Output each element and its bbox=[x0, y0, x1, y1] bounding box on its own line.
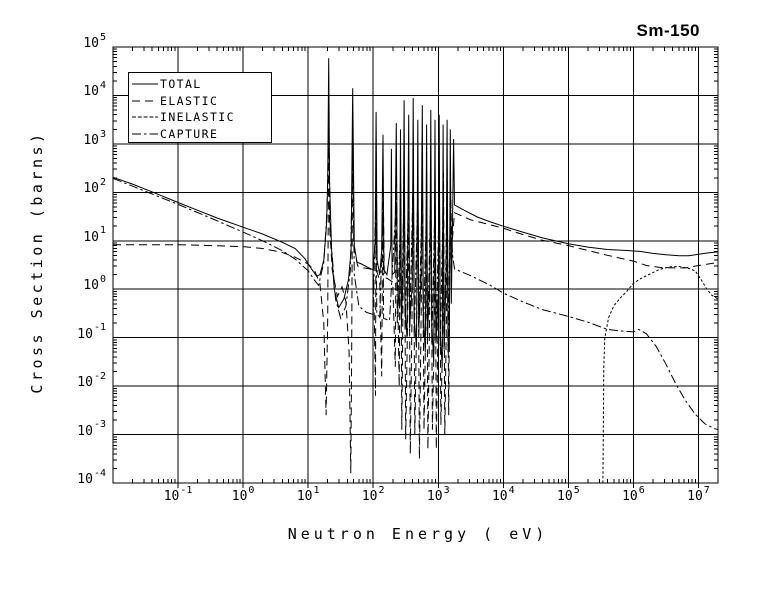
axis-ticks bbox=[113, 46, 718, 488]
y-tick-label-10e-3: 10-3 bbox=[77, 419, 106, 439]
y-tick-label-10e-4: 10-4 bbox=[77, 467, 106, 487]
x-tick-label-10e7: 107 bbox=[687, 484, 710, 504]
total-line-sample bbox=[132, 83, 158, 85]
y-axis-label: Cross Section (barns) bbox=[28, 130, 46, 394]
x-axis-label: Neutron Energy ( eV) bbox=[287, 525, 549, 543]
plot-border bbox=[112, 46, 719, 484]
x-tick-label-10e6: 106 bbox=[622, 484, 645, 504]
x-tick-label-10e3: 103 bbox=[426, 484, 450, 504]
inelastic-line-sample bbox=[132, 116, 158, 118]
x-tick-label-10e5: 105 bbox=[557, 484, 580, 504]
x-tick-label-10e1: 101 bbox=[296, 484, 320, 504]
legend-entry-total: TOTAL bbox=[129, 76, 271, 93]
y-tick-label-10e3: 103 bbox=[83, 128, 106, 148]
x-tick-label-10e0: 100 bbox=[231, 484, 255, 504]
legend-label-capture: CAPTURE bbox=[160, 126, 219, 141]
y-tick-label-10e0: 100 bbox=[83, 273, 106, 294]
total-curve bbox=[113, 58, 718, 367]
y-tick-label-10e1: 101 bbox=[83, 225, 106, 245]
elastic-line-sample bbox=[132, 100, 158, 102]
legend-entry-capture: CAPTURE bbox=[129, 126, 271, 143]
capture-curve bbox=[113, 126, 718, 431]
legend-label-elastic: ELASTIC bbox=[160, 93, 219, 108]
legend-label-inelastic: INELASTIC bbox=[160, 110, 235, 125]
chart-title: Sm-150 bbox=[636, 21, 700, 40]
legend: TOTAL ELASTIC INELASTIC CAPTURE bbox=[128, 72, 272, 143]
inelastic-curve bbox=[602, 265, 718, 483]
capture-line-sample bbox=[132, 133, 158, 135]
y-tick-label-10e-2: 10-2 bbox=[77, 370, 106, 391]
legend-entry-inelastic: INELASTIC bbox=[129, 109, 271, 126]
y-tick-label-10e5: 105 bbox=[83, 31, 106, 51]
legend-label-total: TOTAL bbox=[160, 77, 202, 92]
x-tick-label-10e2: 102 bbox=[361, 484, 385, 504]
y-tick-label-10e2: 102 bbox=[83, 177, 106, 197]
x-tick-label-10e4: 104 bbox=[491, 484, 515, 504]
y-tick-label-10e-1: 10-1 bbox=[77, 322, 106, 342]
legend-entry-elastic: ELASTIC bbox=[129, 93, 271, 110]
y-tick-label-10e4: 104 bbox=[83, 80, 106, 100]
x-tick-label-10e-1: 10-1 bbox=[163, 484, 193, 504]
elastic-curve bbox=[113, 129, 718, 474]
